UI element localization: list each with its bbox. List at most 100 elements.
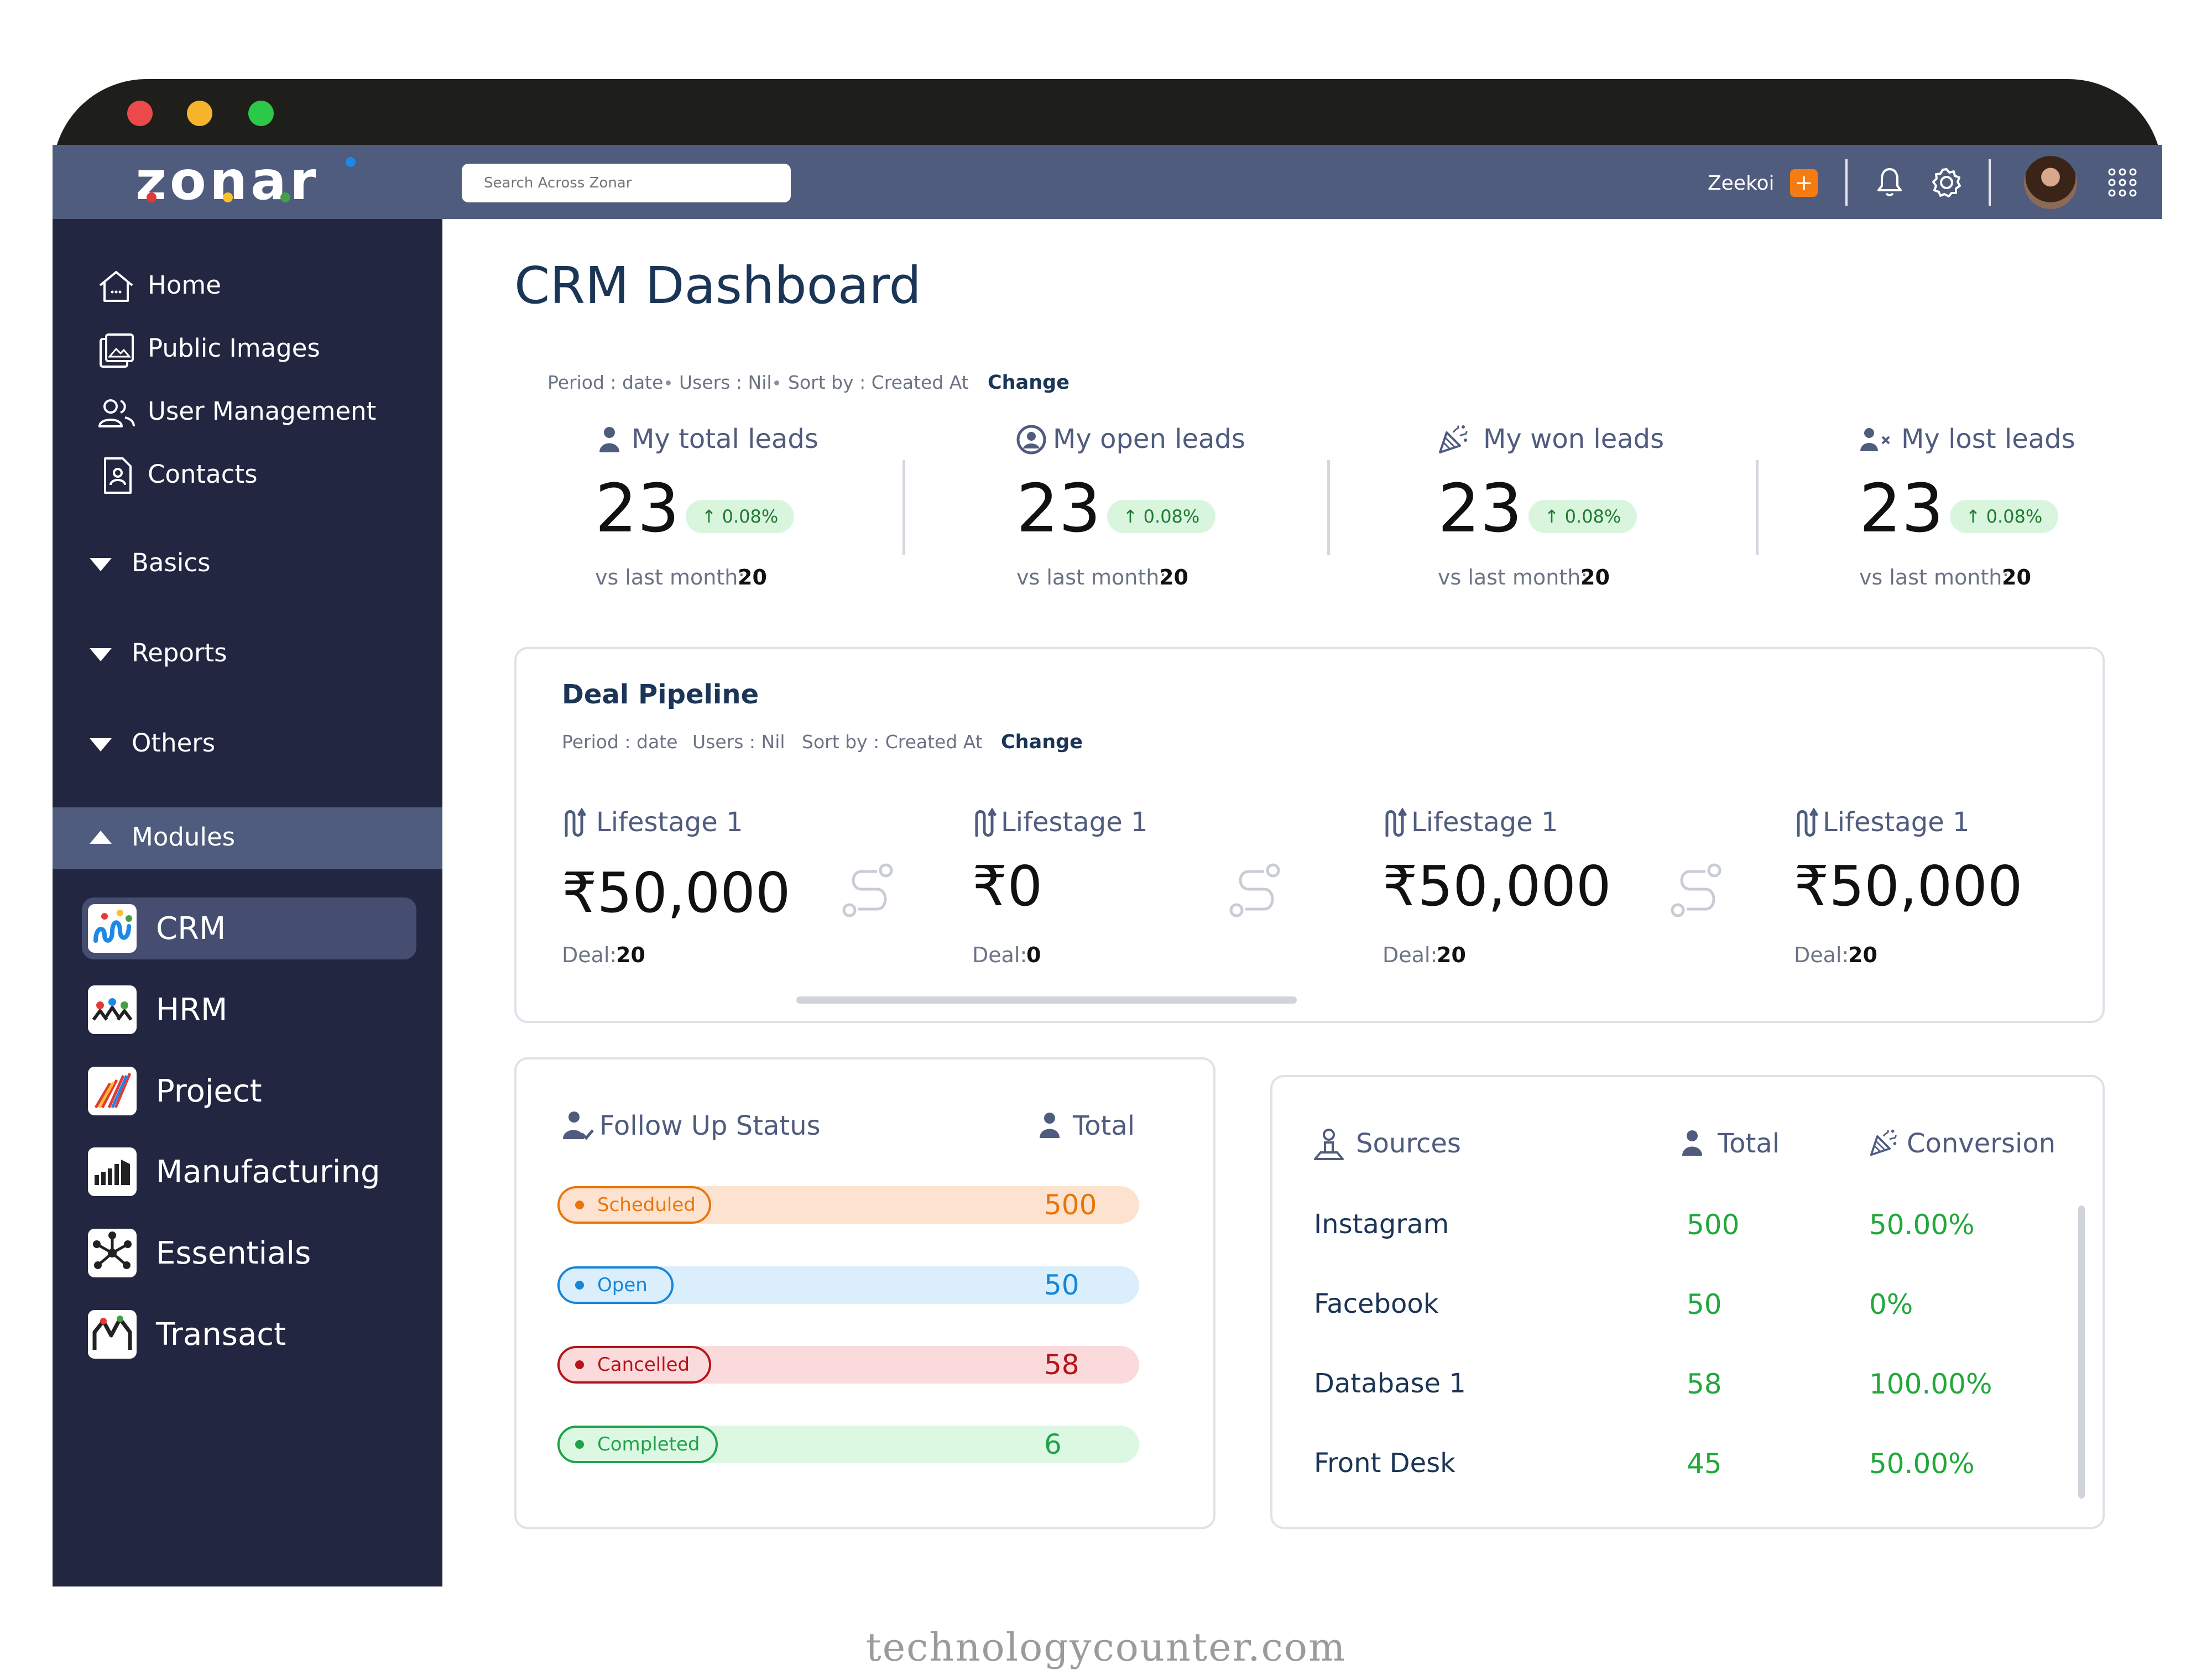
pipeline-change-filter-link[interactable]: Change — [1001, 731, 1083, 753]
kpi-comparison-label: vs last month: — [1859, 565, 2010, 589]
sidebar-group-basics[interactable]: Basics — [88, 545, 398, 583]
kpi-delta-value: 0.08% — [1143, 506, 1200, 527]
stage-label: Lifestage 1 — [1411, 807, 1558, 838]
route-icon — [842, 863, 893, 917]
sidebar-item-public-images[interactable]: Public Images — [94, 330, 404, 369]
stage-deal-label: Deal: — [562, 943, 617, 967]
kpi-open-leads: My open leads 23 ↑ 0.08% vs last month: … — [1016, 420, 1304, 597]
module-label: Manufacturing — [156, 1154, 380, 1190]
stage-amount: ₹50,000 — [1383, 854, 1611, 919]
module-item-hrm[interactable]: HRM — [82, 979, 416, 1041]
close-window-dot[interactable] — [127, 101, 153, 126]
caret-down-icon — [90, 648, 112, 661]
kpi-value: 23 — [1438, 471, 1522, 547]
pipeline-stage[interactable]: Lifestage 1 ₹50,000 Deal: 20 — [562, 805, 894, 970]
source-total: 50 — [1687, 1288, 1722, 1321]
sources-total-header: Total — [1718, 1128, 1780, 1159]
kpi-delta-value: 0.08% — [722, 506, 779, 527]
sidebar-item-home[interactable]: Home — [94, 267, 404, 306]
pipeline-horizontal-scrollbar[interactable] — [796, 996, 1297, 1004]
filter-users: Users : Nil — [679, 372, 772, 393]
stage-deal-label: Deal: — [1794, 943, 1849, 967]
kpi-label: My total leads — [632, 424, 818, 455]
sidebar-group-modules[interactable]: Modules — [53, 807, 442, 869]
divider — [1327, 460, 1330, 555]
sidebar-item-contacts[interactable]: Contacts — [94, 456, 404, 495]
sources-title: Sources — [1356, 1128, 1461, 1159]
follow-up-total-header: Total — [1073, 1110, 1135, 1141]
module-item-manufacturing[interactable]: Manufacturing — [82, 1141, 441, 1203]
maximize-window-dot[interactable] — [248, 101, 274, 126]
sidebar-item-label: Contacts — [148, 460, 258, 489]
module-item-transact[interactable]: Transact — [82, 1303, 416, 1365]
kpi-comparison-value: 20 — [1159, 565, 1188, 589]
logo-accent-dot — [346, 157, 356, 167]
bell-icon[interactable] — [1876, 166, 1903, 198]
stage-deal-value: 20 — [1437, 943, 1466, 967]
sidebar-group-reports[interactable]: Reports — [88, 635, 398, 674]
status-badge[interactable]: Completed — [557, 1426, 718, 1463]
hrm-icon — [88, 985, 137, 1034]
sidebar-item-user-management[interactable]: User Management — [94, 393, 415, 432]
sidebar-group-label: Others — [132, 728, 216, 758]
home-icon — [99, 271, 133, 302]
minimize-window-dot[interactable] — [187, 101, 212, 126]
user-icon — [1040, 1113, 1060, 1138]
company-name[interactable]: Zeekoi — [1708, 172, 1775, 195]
status-badge[interactable]: Cancelled — [557, 1346, 711, 1384]
image-icon — [100, 333, 134, 368]
status-label: Scheduled — [597, 1194, 696, 1216]
logo-accent-dot — [223, 192, 233, 202]
status-badge[interactable]: Scheduled — [557, 1186, 711, 1224]
filter-separator-dot — [774, 380, 779, 385]
status-badge[interactable]: Open — [557, 1266, 674, 1304]
search-input[interactable] — [462, 164, 791, 202]
kpi-comparison-value: 20 — [1580, 565, 1610, 589]
filter-separator-dot — [666, 380, 671, 385]
kpi-delta-badge: ↑ 0.08% — [686, 500, 794, 533]
add-button[interactable]: + — [1790, 169, 1818, 197]
module-item-crm[interactable]: CRM — [82, 897, 416, 959]
sidebar-group-others[interactable]: Others — [88, 725, 398, 764]
party-popper-icon — [1870, 1129, 1897, 1156]
stage-amount: ₹50,000 — [562, 860, 791, 925]
sidebar-group-label: Modules — [132, 822, 236, 852]
pipeline-stage[interactable]: Lifestage 1 ₹50,000 Deal: 20 — [1383, 805, 1714, 970]
essentials-icon — [88, 1229, 137, 1277]
change-filter-link[interactable]: Change — [988, 372, 1070, 394]
module-label: CRM — [156, 911, 226, 947]
module-item-project[interactable]: Project — [82, 1060, 416, 1122]
lifestage-icon — [975, 808, 997, 837]
gear-icon[interactable] — [1931, 167, 1962, 198]
follow-up-title: Follow Up Status — [599, 1110, 821, 1141]
module-item-essentials[interactable]: Essentials — [82, 1222, 416, 1284]
status-total: 500 — [1044, 1189, 1097, 1221]
kpi-lost-leads: My lost leads 23 ↑ 0.08% vs last month: … — [1859, 420, 2147, 597]
pipeline-stage[interactable]: Lifestage 1 ₹0 Deal: 0 — [972, 805, 1260, 970]
stage-deal-value: 20 — [616, 943, 645, 967]
source-name: Front Desk — [1314, 1448, 1455, 1479]
apps-grid-icon[interactable] — [2107, 167, 2138, 198]
stage-deal-label: Deal: — [972, 943, 1027, 967]
divider — [1845, 159, 1848, 206]
avatar[interactable] — [2024, 156, 2077, 209]
pipeline-stage[interactable]: Lifestage 1 ₹50,000 Deal: 20 — [1794, 805, 2093, 970]
route-icon — [1671, 863, 1721, 917]
source-total: 58 — [1687, 1368, 1722, 1400]
app-logo[interactable]: zonar — [135, 154, 356, 207]
kpi-label: My open leads — [1053, 424, 1245, 455]
status-dot — [575, 1440, 584, 1449]
status-dot — [575, 1201, 584, 1209]
filter-period: Period : date — [547, 372, 664, 393]
divider — [1989, 159, 1991, 206]
deal-pipeline-card — [514, 647, 2105, 1023]
source-name: Facebook — [1314, 1288, 1439, 1319]
page-title: CRM Dashboard — [514, 256, 921, 315]
kpi-delta-value: 0.08% — [1564, 506, 1621, 527]
kpi-comparison-label: vs last month: — [595, 565, 745, 589]
status-dot — [575, 1360, 584, 1369]
pipeline-filter-period: Period : date — [562, 731, 678, 753]
stage-label: Lifestage 1 — [1823, 807, 1970, 838]
kpi-label: My lost leads — [1901, 424, 2075, 455]
sources-vertical-scrollbar[interactable] — [2078, 1205, 2085, 1499]
